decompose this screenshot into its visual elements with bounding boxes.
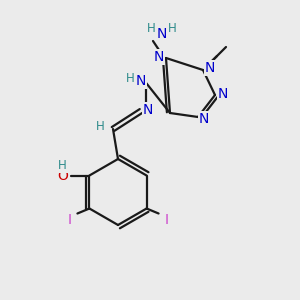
Text: H: H: [96, 121, 104, 134]
Text: H: H: [147, 22, 155, 34]
Text: H: H: [58, 159, 67, 172]
Text: I: I: [68, 214, 71, 227]
Text: N: N: [143, 103, 153, 117]
Text: O: O: [57, 169, 68, 182]
Text: N: N: [154, 50, 164, 64]
Text: H: H: [126, 73, 134, 85]
Text: N: N: [157, 27, 167, 41]
Text: N: N: [136, 74, 146, 88]
Text: N: N: [205, 61, 215, 75]
Text: H: H: [168, 22, 176, 34]
Text: I: I: [165, 214, 169, 227]
Text: N: N: [199, 112, 209, 126]
Text: N: N: [218, 87, 228, 101]
